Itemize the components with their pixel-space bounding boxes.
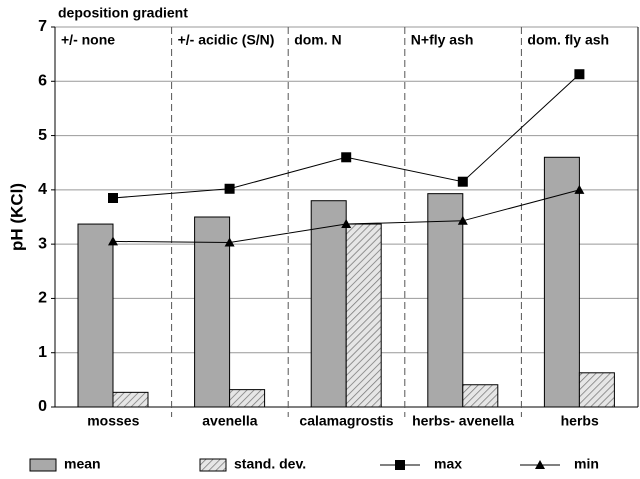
bar	[578, 372, 615, 408]
legend-label: min	[574, 456, 599, 472]
bar	[310, 200, 347, 408]
point	[224, 237, 235, 247]
point	[108, 236, 118, 246]
bar	[194, 216, 231, 408]
legend-marker	[395, 460, 405, 470]
bar	[462, 384, 499, 408]
legend-label: stand. dev.	[234, 456, 306, 472]
y-tick-label: 7	[38, 18, 47, 35]
point	[224, 183, 235, 194]
x-tick-label: mosses	[87, 413, 139, 429]
x-tick-label: herbs- avenella	[412, 413, 514, 429]
legend-swatch	[199, 458, 227, 472]
y-tick-label: 6	[38, 73, 47, 90]
bar	[543, 156, 580, 408]
bar	[77, 223, 114, 408]
legend-marker	[535, 460, 545, 469]
legend-label: mean	[64, 456, 101, 472]
legend-label: max	[434, 456, 462, 472]
x-tick-label: calamagrostis	[299, 413, 393, 429]
point	[341, 152, 352, 163]
point	[574, 184, 585, 194]
bar	[229, 389, 266, 408]
x-tick-label: avenella	[202, 413, 257, 429]
zone-label: N+fly ash	[411, 32, 474, 48]
bar	[112, 391, 149, 408]
point	[108, 193, 118, 203]
x-tick-label: herbs	[561, 413, 599, 429]
zone-label: +/- none	[61, 32, 115, 48]
y-tick-label: 5	[38, 127, 47, 144]
point	[457, 176, 468, 187]
y-axis-label: pH (KCl)	[7, 183, 26, 251]
point	[457, 215, 468, 225]
y-tick-label: 1	[38, 344, 47, 361]
zone-label: dom. fly ash	[527, 32, 609, 48]
zone-title: deposition gradient	[58, 5, 188, 21]
y-tick-label: 4	[38, 181, 47, 198]
y-tick-label: 2	[38, 290, 47, 307]
point	[341, 219, 352, 229]
line	[112, 73, 580, 199]
y-tick-label: 0	[38, 398, 47, 415]
point	[574, 69, 585, 80]
bar	[345, 223, 382, 408]
zone-label: +/- acidic (S/N)	[178, 32, 275, 48]
bar	[427, 193, 464, 408]
y-tick-label: 3	[38, 235, 47, 252]
zone-label: dom. N	[294, 32, 341, 48]
legend-swatch	[29, 458, 57, 472]
